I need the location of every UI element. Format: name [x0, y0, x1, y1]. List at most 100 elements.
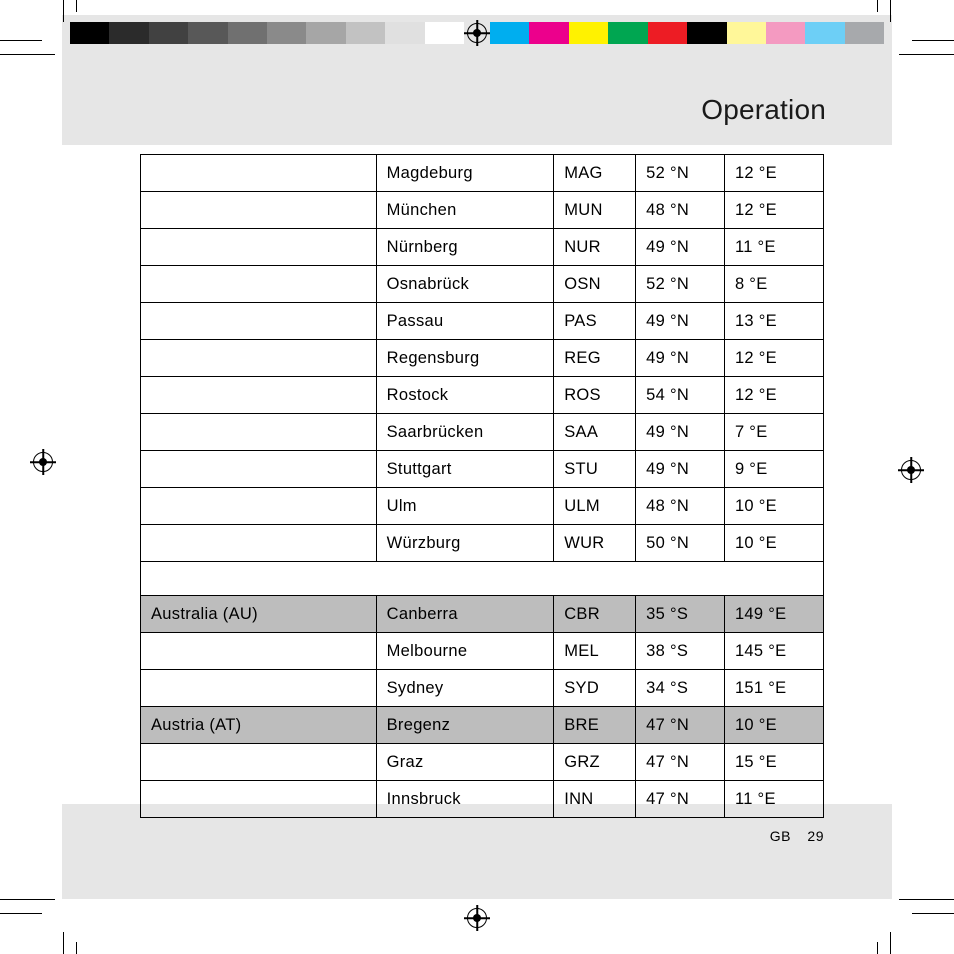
cell-lat: 35 °S: [636, 596, 725, 633]
cell-lon: 15 °E: [724, 744, 823, 781]
footer-page-number: 29: [807, 828, 824, 844]
crop-mark: [0, 54, 55, 55]
crop-mark: [0, 913, 42, 914]
table-row: [141, 562, 824, 596]
cell-lat: 49 °N: [636, 340, 725, 377]
cell-code: NUR: [554, 229, 636, 266]
cell-country: [141, 340, 377, 377]
cell-lat: 47 °N: [636, 744, 725, 781]
cell-city: Magdeburg: [376, 155, 554, 192]
swatch: [149, 22, 188, 44]
spacer-cell: [141, 562, 824, 596]
cell-lat: 47 °N: [636, 707, 725, 744]
cell-code: SAA: [554, 414, 636, 451]
crop-mark: [912, 913, 954, 914]
swatch: [648, 22, 687, 44]
cell-city: Nürnberg: [376, 229, 554, 266]
table-row: SydneySYD34 °S151 °E: [141, 670, 824, 707]
table-row: GrazGRZ47 °N15 °E: [141, 744, 824, 781]
cell-code: STU: [554, 451, 636, 488]
registration-target-icon: [33, 452, 53, 472]
cell-lat: 49 °N: [636, 451, 725, 488]
table-row: MagdeburgMAG52 °N12 °E: [141, 155, 824, 192]
cell-city: Rostock: [376, 377, 554, 414]
cell-code: CBR: [554, 596, 636, 633]
cell-city: Passau: [376, 303, 554, 340]
cell-country: Australia (AU): [141, 596, 377, 633]
crop-mark: [890, 0, 891, 22]
cell-country: [141, 488, 377, 525]
registration-target-icon: [901, 460, 921, 480]
cell-country: [141, 266, 377, 303]
cell-code: PAS: [554, 303, 636, 340]
cell-city: Ulm: [376, 488, 554, 525]
cell-city: Regensburg: [376, 340, 554, 377]
registration-target-icon: [467, 908, 487, 928]
footer-slab: [62, 804, 892, 899]
crop-mark: [877, 942, 878, 954]
cell-lon: 10 °E: [724, 525, 823, 562]
cell-lat: 52 °N: [636, 266, 725, 303]
cell-city: Osnabrück: [376, 266, 554, 303]
swatch: [109, 22, 148, 44]
cell-country: [141, 670, 377, 707]
table-row: MünchenMUN48 °N12 °E: [141, 192, 824, 229]
cell-lon: 10 °E: [724, 707, 823, 744]
cell-lat: 48 °N: [636, 192, 725, 229]
cell-code: OSN: [554, 266, 636, 303]
cell-lon: 12 °E: [724, 192, 823, 229]
cell-city: Graz: [376, 744, 554, 781]
cell-city: München: [376, 192, 554, 229]
swatch: [490, 22, 529, 44]
cell-country: [141, 414, 377, 451]
swatch: [267, 22, 306, 44]
cell-city: Melbourne: [376, 633, 554, 670]
table-row: RegensburgREG49 °N12 °E: [141, 340, 824, 377]
table-row: UlmULM48 °N10 °E: [141, 488, 824, 525]
cell-lat: 54 °N: [636, 377, 725, 414]
swatch: [188, 22, 227, 44]
table-row: StuttgartSTU49 °N9 °E: [141, 451, 824, 488]
crop-mark: [877, 0, 878, 12]
cell-code: MUN: [554, 192, 636, 229]
cell-country: [141, 192, 377, 229]
crop-mark: [912, 40, 954, 41]
cell-lon: 9 °E: [724, 451, 823, 488]
crop-mark: [890, 932, 891, 954]
cell-code: SYD: [554, 670, 636, 707]
cell-code: MAG: [554, 155, 636, 192]
cell-lon: 11 °E: [724, 229, 823, 266]
swatch: [727, 22, 766, 44]
cell-country: [141, 451, 377, 488]
cell-code: INN: [554, 781, 636, 818]
swatch: [306, 22, 345, 44]
cell-code: BRE: [554, 707, 636, 744]
cell-lon: 8 °E: [724, 266, 823, 303]
cell-country: Austria (AT): [141, 707, 377, 744]
cell-lon: 151 °E: [724, 670, 823, 707]
cell-code: ULM: [554, 488, 636, 525]
table-row: SaarbrückenSAA49 °N7 °E: [141, 414, 824, 451]
cell-lat: 48 °N: [636, 488, 725, 525]
cell-city: Innsbruck: [376, 781, 554, 818]
color-calibration-bar: [70, 22, 884, 44]
cell-code: WUR: [554, 525, 636, 562]
table-row: InnsbruckINN47 °N11 °E: [141, 781, 824, 818]
crop-mark: [0, 40, 42, 41]
swatch: [385, 22, 424, 44]
swatch: [346, 22, 385, 44]
page-title: Operation: [701, 94, 826, 126]
table-row: OsnabrückOSN52 °N8 °E: [141, 266, 824, 303]
swatch: [687, 22, 726, 44]
table-row: Australia (AU)CanberraCBR35 °S149 °E: [141, 596, 824, 633]
crop-mark: [899, 899, 954, 900]
table-row: PassauPAS49 °N13 °E: [141, 303, 824, 340]
cell-code: MEL: [554, 633, 636, 670]
table-row: MelbourneMEL38 °S145 °E: [141, 633, 824, 670]
crop-mark: [0, 899, 55, 900]
cell-code: REG: [554, 340, 636, 377]
cell-city: Canberra: [376, 596, 554, 633]
cell-city: Stuttgart: [376, 451, 554, 488]
swatch: [569, 22, 608, 44]
cell-city: Saarbrücken: [376, 414, 554, 451]
